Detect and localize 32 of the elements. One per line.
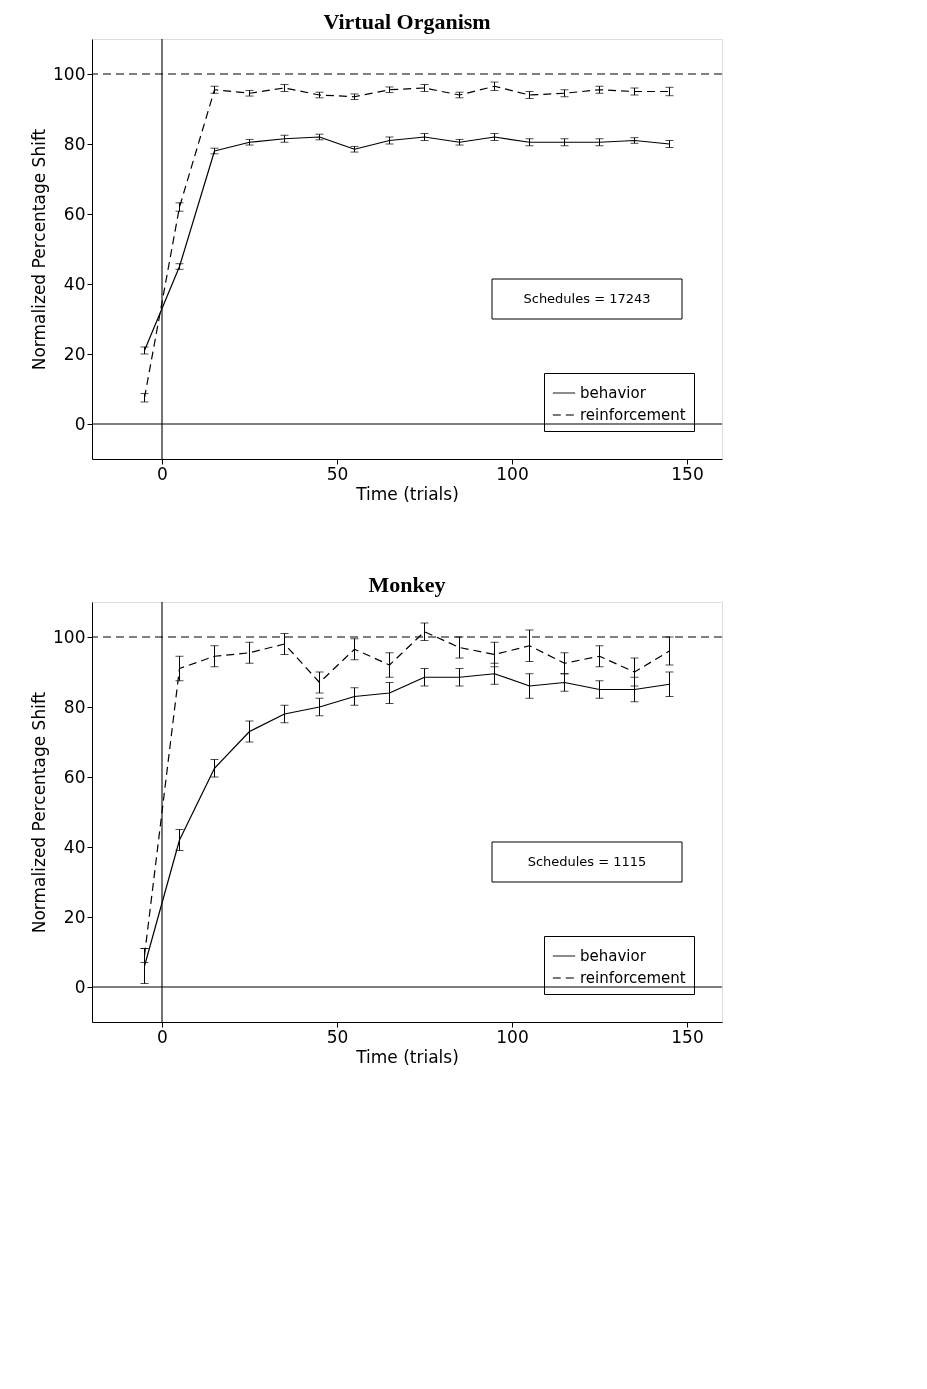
y-tick-label: 0 bbox=[74, 976, 86, 997]
x-tick-label: 50 bbox=[326, 463, 349, 484]
y-tick-label: 20 bbox=[63, 343, 86, 364]
y-tick-label: 60 bbox=[63, 766, 86, 787]
annotation: Schedules = 17243 bbox=[523, 291, 651, 306]
x-tick-label: 100 bbox=[496, 463, 529, 484]
chart-title: Virtual Organism bbox=[323, 9, 491, 35]
y-tick-label: 40 bbox=[63, 836, 86, 857]
x-tick-label: 150 bbox=[671, 463, 704, 484]
x-axis-title: Time (trials) bbox=[355, 1046, 459, 1067]
y-tick-label: 40 bbox=[63, 273, 86, 294]
x-tick-label: 0 bbox=[157, 463, 168, 484]
legend-label: behavior bbox=[580, 384, 647, 402]
x-tick-label: 150 bbox=[671, 1026, 704, 1047]
y-tick-label: 80 bbox=[63, 133, 86, 154]
y-tick-label: 60 bbox=[63, 203, 86, 224]
x-axis-title: Time (trials) bbox=[355, 483, 459, 504]
x-tick-label: 0 bbox=[157, 1026, 168, 1047]
y-tick-label: 100 bbox=[53, 626, 86, 647]
y-axis-title: Normalized Percentage Shift bbox=[29, 691, 50, 934]
chart-title: Monkey bbox=[368, 572, 446, 598]
legend-label: behavior bbox=[580, 947, 647, 965]
x-tick-label: 50 bbox=[326, 1026, 349, 1047]
annotation: Schedules = 1115 bbox=[527, 854, 647, 869]
y-tick-label: 20 bbox=[63, 906, 86, 927]
legend-label: reinforcement bbox=[580, 406, 686, 424]
y-axis-title: Normalized Percentage Shift bbox=[29, 128, 50, 371]
x-tick-label: 100 bbox=[496, 1026, 529, 1047]
y-tick-label: 0 bbox=[74, 413, 86, 434]
y-tick-label: 80 bbox=[63, 696, 86, 717]
y-tick-label: 100 bbox=[53, 63, 86, 84]
legend-label: reinforcement bbox=[580, 969, 686, 987]
